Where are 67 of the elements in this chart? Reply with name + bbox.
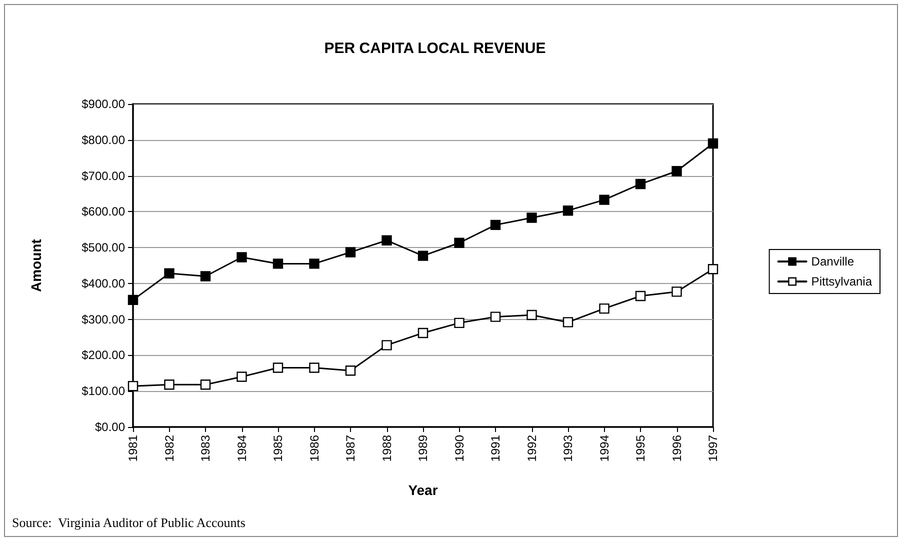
point — [562, 205, 574, 216]
y-tick-label: $0.00 — [94, 420, 126, 434]
point — [200, 271, 211, 282]
y-tick-label: $400.00 — [82, 276, 126, 290]
y-axis-title: Amount — [28, 238, 44, 292]
x-tick-label: 1991 — [488, 434, 502, 462]
point — [526, 310, 537, 320]
point — [490, 220, 501, 230]
point — [128, 294, 138, 306]
x-tick-label: 1987 — [344, 434, 358, 462]
y-tick-label: $900.00 — [82, 97, 126, 111]
x-tick-label: 1982 — [162, 434, 176, 462]
point — [490, 312, 501, 322]
point — [345, 366, 356, 376]
legend-label: Pittsylvania — [811, 274, 872, 288]
x-tick-label: 1992 — [524, 434, 539, 462]
x-axis-title: Year — [408, 482, 438, 498]
point — [562, 317, 574, 328]
point — [708, 264, 718, 274]
point — [454, 238, 464, 248]
point — [599, 303, 610, 314]
point — [272, 362, 284, 373]
legend-label: Danville — [811, 254, 854, 268]
point — [382, 235, 392, 246]
point — [635, 178, 646, 190]
point — [708, 138, 718, 149]
y-tick-label: $700.00 — [82, 168, 126, 183]
point — [635, 290, 646, 302]
x-tick-label: 1986 — [307, 434, 322, 462]
x-tick-label: 1993 — [561, 434, 575, 462]
x-tick-label: 1997 — [706, 434, 720, 462]
y-tick-label: $600.00 — [82, 204, 126, 219]
point — [454, 318, 464, 328]
x-tick-label: 1994 — [597, 434, 612, 462]
x-tick-label: 1996 — [670, 434, 684, 462]
point — [164, 380, 174, 390]
x-tick-label: 1985 — [271, 434, 285, 462]
point — [309, 362, 320, 373]
x-tick-label: 1990 — [452, 434, 466, 462]
y-tick-label: $100.00 — [82, 384, 126, 398]
y-tick-label: $300.00 — [82, 312, 126, 326]
point — [309, 258, 320, 269]
point — [526, 212, 537, 223]
point — [599, 194, 610, 205]
y-tick-label: $500.00 — [82, 240, 126, 255]
point — [418, 328, 428, 338]
point — [128, 380, 138, 392]
source-note: Source: Virginia Auditor of Public Accounts — [12, 515, 246, 530]
x-tick-label: 1989 — [416, 434, 430, 462]
y-tick-label: $800.00 — [82, 132, 126, 147]
y-tick-label: $200.00 — [82, 348, 126, 362]
chart-title: PER CAPITA LOCAL REVENUE — [324, 40, 546, 57]
point — [164, 268, 174, 278]
point — [236, 252, 247, 262]
point — [272, 258, 284, 269]
point — [236, 372, 247, 382]
point — [672, 286, 682, 297]
point — [382, 340, 392, 350]
x-tick-label: 1983 — [198, 434, 212, 462]
point — [200, 380, 211, 390]
x-tick-label: 1988 — [380, 434, 394, 462]
x-tick-label: 1981 — [126, 434, 140, 462]
point — [672, 166, 682, 176]
x-tick-label: 1984 — [234, 434, 249, 462]
point — [345, 247, 356, 258]
x-tick-label: 1995 — [634, 434, 648, 462]
point — [418, 250, 428, 261]
